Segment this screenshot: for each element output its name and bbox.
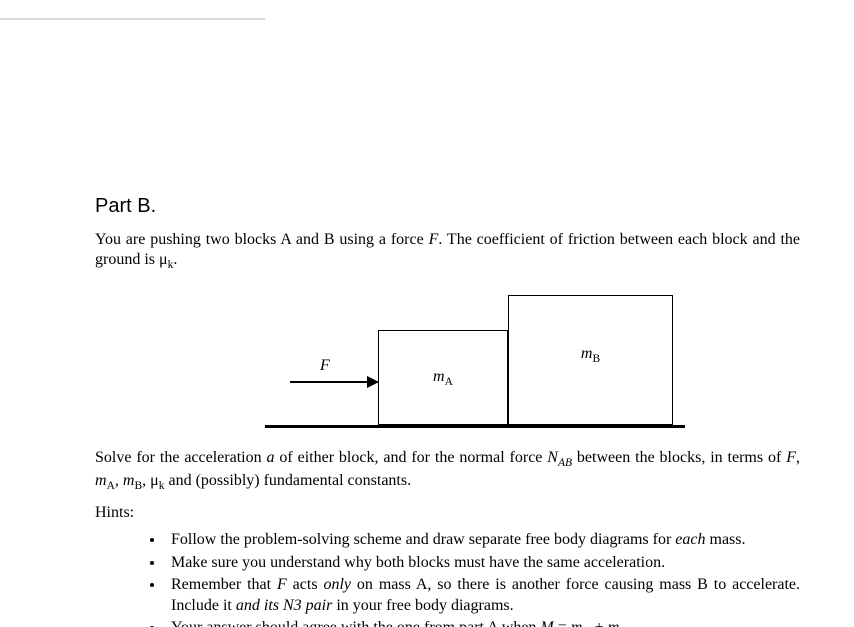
intro-text-end: . (173, 251, 177, 268)
block-b-mass-sub: B (592, 353, 600, 365)
content: Part B. You are pushing two blocks A and… (95, 195, 800, 627)
block-a: mA (378, 330, 508, 425)
force-arrow (290, 381, 378, 383)
solve-c3: , (142, 472, 150, 489)
solve-mB-s: B (134, 481, 142, 493)
block-b-mass-m: m (581, 345, 593, 362)
hint1-post: mass. (706, 531, 746, 548)
solve-F: F (786, 449, 796, 466)
hint4-mA-m: m (571, 619, 583, 627)
solve-mB-m: m (123, 472, 135, 489)
hint1-pre: Follow the problem-solving scheme and dr… (171, 531, 675, 548)
scan-edge-artifact (0, 18, 265, 20)
block-b: mB (508, 295, 673, 425)
block-a-mass-sub: A (445, 376, 453, 388)
force-label: F (320, 357, 330, 375)
solve-mA-m: m (95, 472, 107, 489)
solve-mu: μ (150, 472, 159, 489)
hint4-M: M (540, 619, 553, 627)
hint-item: Remember that F acts only on mass A, so … (165, 575, 800, 616)
hint-item: Make sure you understand why both blocks… (165, 553, 800, 573)
intro-mu: μ (159, 251, 168, 268)
hint-item: Your answer should agree with the one fr… (165, 618, 800, 627)
ground-line (265, 425, 685, 428)
solve-end: and (possibly) fundamental constants. (164, 472, 411, 489)
hint3-pre: Remember that (171, 576, 277, 593)
hint4-end: . (627, 619, 631, 627)
intro-text-pre: You are pushing two blocks A and B using… (95, 231, 429, 248)
hint4-mB-m: m (608, 619, 620, 627)
hint3-only: only (323, 576, 351, 593)
hint3-pair: and its N3 pair (236, 597, 332, 614)
hint4-plus: + (591, 619, 608, 627)
hint3-mid1: acts (287, 576, 324, 593)
hint-item: Follow the problem-solving scheme and dr… (165, 530, 800, 550)
solve-N: N (547, 449, 558, 466)
hint3-F: F (277, 576, 287, 593)
intro-paragraph: You are pushing two blocks A and B using… (95, 230, 800, 273)
solve-c1: , (796, 449, 800, 466)
hint4-pre: Your answer should agree with the one fr… (171, 619, 540, 627)
solve-N-sub: AB (558, 458, 572, 470)
figure: F mA mB (95, 283, 800, 438)
solve-mA-s: A (107, 481, 115, 493)
hint3-post: in your free body diagrams. (332, 597, 513, 614)
intro-force-symbol: F (429, 231, 439, 248)
hints-list: Follow the problem-solving scheme and dr… (95, 530, 800, 627)
page: Part B. You are pushing two blocks A and… (0, 0, 854, 627)
solve-mid1: of either block, and for the normal forc… (274, 449, 547, 466)
hint1-each: each (675, 531, 705, 548)
solve-mid2: between the blocks, in terms of (572, 449, 786, 466)
solve-c2: , (115, 472, 123, 489)
hints-label: Hints: (95, 504, 800, 522)
hint4-eq: = (554, 619, 571, 627)
solve-paragraph: Solve for the acceleration a of either b… (95, 448, 800, 494)
hint2-text: Make sure you understand why both blocks… (171, 554, 665, 571)
section-title: Part B. (95, 195, 800, 218)
block-a-mass-m: m (433, 368, 445, 385)
solve-pre: Solve for the acceleration (95, 449, 266, 466)
